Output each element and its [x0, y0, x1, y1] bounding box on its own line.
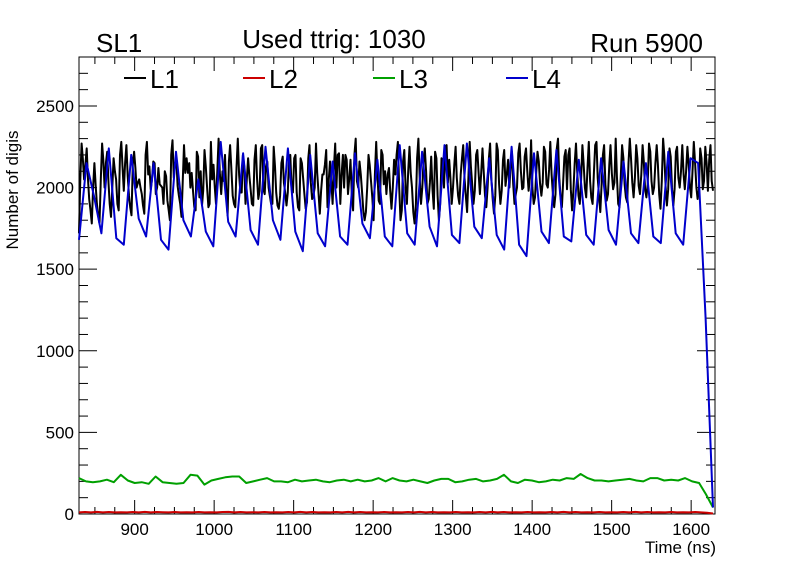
y-tick-label: 2500 [36, 97, 74, 116]
x-axis-label: Time (ns) [645, 538, 716, 557]
x-tick-label: 1400 [513, 520, 551, 539]
series-line-l3 [78, 473, 714, 508]
legend-label-l2: L2 [269, 64, 298, 94]
x-tick-label: 1000 [195, 520, 233, 539]
header-center-label: Used ttrig: 1030 [242, 24, 426, 54]
x-tick-label: 1100 [275, 520, 312, 539]
axis-ticks: 900 1000 1100 1200 1300 1400 1500 1600 0 500 1000 1… [36, 56, 715, 539]
legend-label-l1: L1 [150, 64, 179, 94]
x-tick-label: 1500 [593, 520, 631, 539]
y-tick-label: 500 [46, 423, 74, 442]
series-layer [78, 137, 714, 515]
plot-frame [78, 56, 716, 515]
y-tick-label: 1500 [36, 260, 74, 279]
y-axis-label: Number of digis [3, 130, 22, 249]
x-tick-label: 1200 [354, 520, 392, 539]
header-left-label: SL1 [96, 28, 142, 58]
x-tick-label: 900 [120, 520, 148, 539]
y-tick-label: 2000 [36, 179, 74, 198]
series-line-l4 [78, 140, 714, 508]
x-tick-label: 1600 [672, 520, 710, 539]
header-right-label: Run 5900 [590, 28, 703, 58]
series-line-l2 [78, 510, 714, 515]
x-tick-label: 1300 [434, 520, 472, 539]
series-line-l1 [78, 137, 714, 234]
legend: L1 L2 L3 L4 [124, 64, 561, 94]
legend-label-l4: L4 [532, 64, 561, 94]
y-tick-label: 1000 [36, 342, 74, 361]
y-tick-label: 0 [65, 505, 74, 524]
legend-label-l3: L3 [399, 64, 428, 94]
